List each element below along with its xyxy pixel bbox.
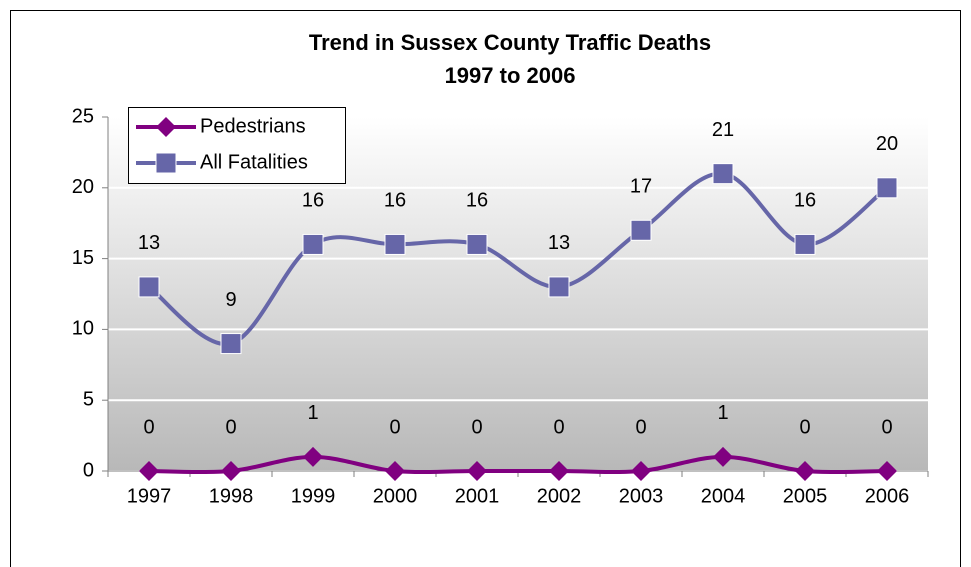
x-tick-label: 2003 xyxy=(619,485,664,507)
data-label: 16 xyxy=(466,190,488,212)
legend-label: Pedestrians xyxy=(200,115,306,137)
x-tick-label: 1998 xyxy=(209,485,254,507)
x-tick-label: 2000 xyxy=(373,485,418,507)
data-label: 13 xyxy=(138,232,160,254)
data-label: 0 xyxy=(799,416,810,438)
legend-label: All Fatalities xyxy=(200,151,308,173)
y-tick-label: 25 xyxy=(72,105,94,127)
data-point xyxy=(220,333,242,355)
y-tick-label: 0 xyxy=(83,459,94,481)
data-point xyxy=(385,461,405,481)
data-label: 0 xyxy=(881,416,892,438)
data-point xyxy=(138,276,160,298)
data-label: 16 xyxy=(794,190,816,212)
data-point xyxy=(712,163,734,185)
data-point xyxy=(384,233,406,255)
data-point xyxy=(795,461,815,481)
data-label: 1 xyxy=(717,402,728,424)
data-label: 13 xyxy=(548,232,570,254)
data-point xyxy=(466,233,488,255)
x-tick-label: 2004 xyxy=(701,485,746,507)
x-tick-label: 1997 xyxy=(127,485,172,507)
data-label: 0 xyxy=(635,416,646,438)
data-label: 0 xyxy=(143,416,154,438)
series-line xyxy=(147,171,889,347)
x-tick-label: 2006 xyxy=(865,485,910,507)
x-tick-label: 1999 xyxy=(291,485,336,507)
data-label: 9 xyxy=(225,289,236,311)
data-point xyxy=(139,461,159,481)
data-label: 21 xyxy=(712,119,734,141)
data-point xyxy=(548,276,570,298)
x-tick-label: 2002 xyxy=(537,485,582,507)
data-point xyxy=(549,461,569,481)
x-tick-label: 2005 xyxy=(783,485,828,507)
legend-marker xyxy=(155,152,177,174)
data-point xyxy=(631,461,651,481)
data-point xyxy=(876,177,898,199)
data-point xyxy=(630,219,652,241)
data-point xyxy=(713,446,733,467)
data-point xyxy=(467,461,487,481)
data-point xyxy=(302,233,324,255)
series-line xyxy=(148,454,888,475)
data-label: 17 xyxy=(630,176,652,198)
data-point xyxy=(221,461,241,481)
data-label: 20 xyxy=(876,133,898,155)
data-label: 16 xyxy=(302,190,324,212)
y-tick-label: 15 xyxy=(72,247,94,269)
data-label: 0 xyxy=(225,416,236,438)
data-point xyxy=(303,446,323,467)
data-label: 0 xyxy=(471,416,482,438)
data-label: 16 xyxy=(384,190,406,212)
data-label: 0 xyxy=(553,416,564,438)
y-tick-label: 20 xyxy=(72,176,94,198)
x-tick-label: 2001 xyxy=(455,485,500,507)
data-label: 1 xyxy=(307,402,318,424)
chart-subtitle: 1997 to 2006 xyxy=(445,63,576,88)
legend-marker xyxy=(156,117,176,137)
data-point xyxy=(877,461,897,481)
y-tick-label: 10 xyxy=(72,318,94,340)
chart-title: Trend in Sussex County Traffic Deaths xyxy=(309,30,711,55)
y-tick-label: 5 xyxy=(83,388,94,410)
data-point xyxy=(794,233,816,255)
data-label: 0 xyxy=(389,416,400,438)
